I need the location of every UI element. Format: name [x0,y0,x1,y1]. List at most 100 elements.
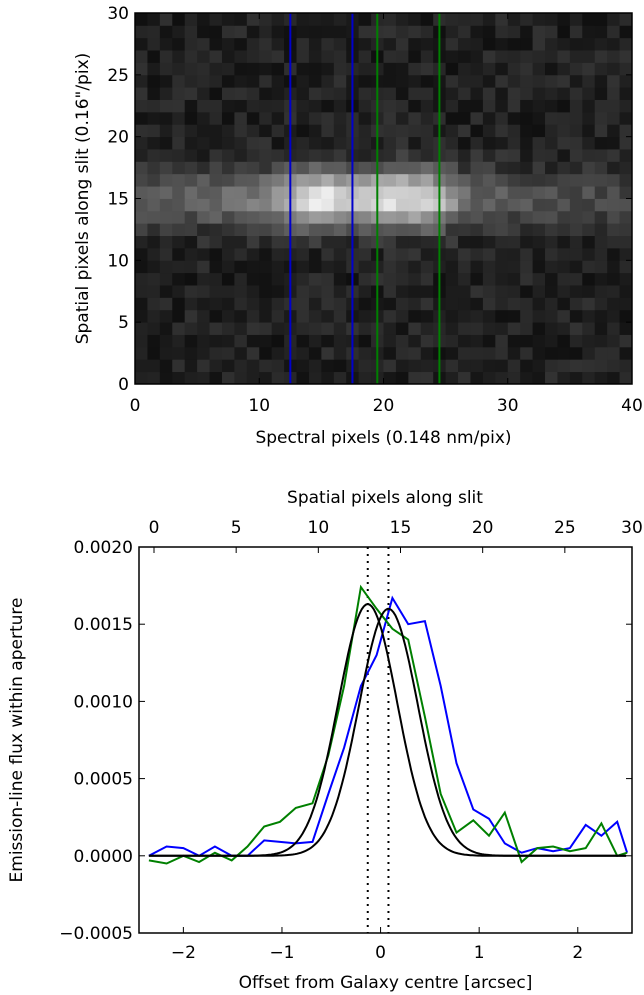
heatmap-cell [470,285,484,298]
heatmap-cell [234,285,248,298]
heatmap-cell [147,149,161,162]
heatmap-cell [594,285,608,298]
heatmap-cell [557,297,571,311]
heatmap-cell [445,297,459,311]
heatmap-cell [234,272,248,286]
heatmap-cell [246,223,260,236]
heatmap-cell [445,235,459,249]
heatmap-cell [308,136,322,150]
heatmap-cell [333,272,347,286]
heatmap-cell [135,223,148,236]
heatmap-cell [408,111,422,125]
heatmap-cell [246,99,260,113]
heatmap-cell [135,247,148,261]
heatmap-cell [569,50,583,63]
heatmap-cell [607,297,620,311]
heatmap-cell [383,37,397,51]
heatmap-cell [234,247,248,261]
heatmap-cell [321,74,335,88]
heatmap-cell [420,235,434,249]
x-tick-label: 0 [130,396,141,416]
heatmap-cell [495,13,509,26]
heatmap-cell [246,25,260,39]
heatmap-cell [458,322,471,335]
heatmap-cell [557,285,571,298]
heatmap-cell [445,247,459,261]
heatmap-cell [172,346,186,360]
heatmap-cell [607,25,620,39]
heatmap-cell [296,50,310,63]
heatmap-cell [569,173,583,187]
heatmap-cell [482,37,496,51]
heatmap-cell [147,272,161,286]
heatmap-cell [321,124,335,138]
heatmap-cell [594,371,608,385]
heatmap-cell [271,50,285,63]
heatmap-cell [333,99,347,113]
heatmap-cell [569,297,583,311]
heatmap-cell [184,359,198,373]
y-tick-label: 10 [107,251,129,271]
heatmap-cell [296,223,310,236]
heatmap-cell [594,334,608,348]
heatmap-cell [358,111,372,125]
heatmap-cell [259,210,273,224]
heatmap-cell [221,124,235,138]
heatmap-cell [234,359,248,373]
heatmap-cell [545,260,558,274]
heatmap-cell [458,186,471,199]
heatmap-cell [221,173,235,187]
heatmap-cell [532,359,546,373]
heatmap-cell [408,359,422,373]
heatmap-cell [271,359,285,373]
heatmap-cell [607,186,620,199]
heatmap-cell [271,149,285,162]
heatmap-cell [532,62,546,76]
heatmap-cell [383,260,397,274]
heatmap-cell [383,173,397,187]
heatmap-cell [172,359,186,373]
heatmap-cell [458,136,471,150]
heatmap-cell [147,50,161,63]
heatmap-cell [321,198,335,212]
heatmap-cell [408,124,422,138]
heatmap-cell [234,37,248,51]
heatmap-cell [557,223,571,236]
heatmap-cell [520,50,533,63]
heatmap-cell [607,50,620,63]
heatmap-cell [321,247,335,261]
heatmap-cell [234,297,248,311]
heatmap-cell [557,37,571,51]
heatmap-cell [383,272,397,286]
heatmap-cell [184,124,198,138]
heatmap-cell [507,198,521,212]
heatmap-cell [333,371,347,385]
heatmap-cell [197,297,210,311]
heatmap-cell [221,223,235,236]
heatmap-cell [507,285,521,298]
heatmap-cell [296,285,310,298]
heatmap-cell [495,136,509,150]
heatmap-cell [408,309,422,323]
heatmap-cell [569,136,583,150]
heatmap-cell [383,198,397,212]
heatmap-cell [271,235,285,249]
heatmap-cell [296,371,310,385]
heatmap-cell [308,346,322,360]
heatmap-cell [147,136,161,150]
heatmap-cell [308,161,322,175]
heatmap-cell [458,210,471,224]
top-tick-label: 5 [231,518,242,538]
heatmap-cell [246,161,260,175]
heatmap-cell [197,136,210,150]
heatmap-cell [458,50,471,63]
heatmap-cell [197,309,210,323]
spectrum-y-axis-label: Spatial pixels along slit (0.16"/pix) [73,53,93,345]
heatmap-cell [520,247,533,261]
heatmap-cell [458,87,471,100]
heatmap-cell [135,272,148,286]
heatmap-cell [259,136,273,150]
heatmap-cell [358,285,372,298]
heatmap-cell [445,309,459,323]
heatmap-cell [333,334,347,348]
